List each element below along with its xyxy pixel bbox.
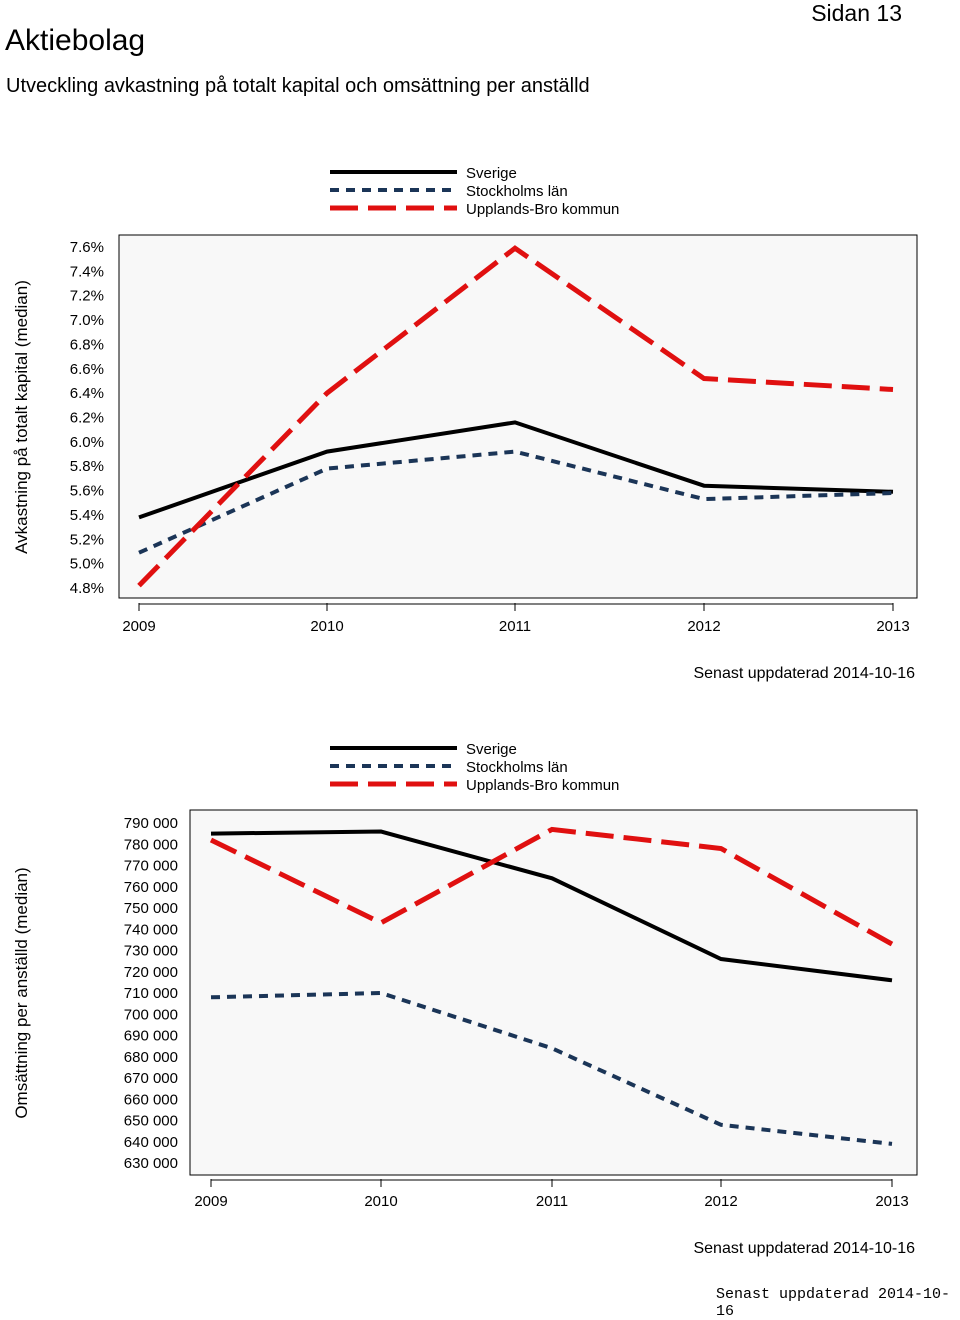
y-tick-label: 7.2% <box>70 288 104 305</box>
y-tick-label: 650 000 <box>124 1113 178 1130</box>
return-on-capital-chart: Sverige Stockholms län Upplands-Bro komm… <box>12 165 918 682</box>
revenue-per-employee-chart: Sverige Stockholms län Upplands-Bro komm… <box>12 741 918 1257</box>
legend: Sverige Stockholms län Upplands-Bro komm… <box>330 165 619 218</box>
y-tick-label: 640 000 <box>124 1134 178 1151</box>
y-tick-label: 5.6% <box>70 483 104 500</box>
y-tick-label: 6.6% <box>70 361 104 378</box>
series-line-upplands-bro-kommun <box>209 826 894 947</box>
legend-label-sverige: Sverige <box>466 165 517 182</box>
y-tick-label: 710 000 <box>124 985 178 1002</box>
y-tick-label: 6.2% <box>70 410 104 427</box>
x-tick-label: 2013 <box>875 1193 908 1210</box>
series-line-sverige <box>210 829 893 983</box>
series-line-stockholms-l-n <box>210 990 893 1146</box>
x-tick-label: 2013 <box>876 618 909 635</box>
series-lines <box>137 245 894 588</box>
y-tick-label: 720 000 <box>124 964 178 981</box>
y-tick-label: 5.4% <box>70 507 104 524</box>
y-axis-label: Avkastning på totalt kapital (median) <box>12 280 31 554</box>
y-tick-label: 660 000 <box>124 1091 178 1108</box>
legend: Sverige Stockholms län Upplands-Bro komm… <box>330 741 619 794</box>
y-tick-label: 5.8% <box>70 458 104 475</box>
legend-label-stockholm: Stockholms län <box>466 183 568 200</box>
legend-label-sverige: Sverige <box>466 741 517 758</box>
y-tick-label: 780 000 <box>124 836 178 853</box>
series-lines <box>209 826 894 1146</box>
updated-note: Senast uppdaterad 2014-10-16 <box>693 665 915 682</box>
y-tick-label: 5.0% <box>70 556 104 573</box>
x-tick-label: 2010 <box>364 1193 397 1210</box>
x-axis: 2009 2010 2011 2012 2013 <box>194 1179 909 1210</box>
page-subtitle: Utveckling avkastning på totalt kapital … <box>6 75 590 97</box>
page-number: Sidan 13 <box>811 0 902 26</box>
x-tick-label: 2012 <box>704 1193 737 1210</box>
y-tick-label: 6.4% <box>70 385 104 402</box>
y-tick-label: 700 000 <box>124 1006 178 1023</box>
legend-label-upplandsbro: Upplands-Bro kommun <box>466 201 619 218</box>
y-tick-label: 770 000 <box>124 858 178 875</box>
y-tick-label: 6.0% <box>70 434 104 451</box>
legend-label-upplandsbro: Upplands-Bro kommun <box>466 777 619 794</box>
plot-area <box>189 809 918 1176</box>
y-ticks: 630 000 640 000 650 000 660 000 670 000 680 0… <box>124 815 178 1172</box>
x-tick-label: 2010 <box>310 618 343 635</box>
x-tick-label: 2012 <box>687 618 720 635</box>
y-tick-label: 750 000 <box>124 900 178 917</box>
x-axis: 2009 2010 2011 2012 2013 <box>122 603 910 635</box>
x-tick-label: 2011 <box>536 1193 568 1210</box>
page-title: Aktiebolag <box>5 24 146 57</box>
y-axis-label: Omsättning per anställd (median) <box>12 867 31 1118</box>
y-tick-label: 670 000 <box>124 1070 178 1087</box>
legend-label-stockholm: Stockholms län <box>466 759 568 776</box>
series-line-sverige <box>138 420 894 520</box>
y-tick-label: 7.6% <box>70 239 104 256</box>
y-tick-label: 7.4% <box>70 263 104 280</box>
y-tick-label: 4.8% <box>70 580 104 597</box>
plot-area <box>118 234 918 599</box>
y-tick-label: 760 000 <box>124 879 178 896</box>
x-tick-label: 2009 <box>194 1193 227 1210</box>
y-tick-label: 6.8% <box>70 336 104 353</box>
footer-updated: Senast uppdaterad 2014-10-16 <box>716 1286 951 1320</box>
y-tick-label: 740 000 <box>124 921 178 938</box>
y-tick-label: 7.0% <box>70 312 104 329</box>
y-tick-label: 790 000 <box>124 815 178 832</box>
x-tick-label: 2009 <box>122 618 155 635</box>
y-ticks: 4.8% 5.0% 5.2% 5.4% 5.6% 5.8% 6.0% 6.2% 6.4% 6.6%… <box>70 239 104 597</box>
y-tick-label: 630 000 <box>124 1155 178 1172</box>
x-tick-label: 2011 <box>499 618 531 635</box>
series-line-upplands-bro-kommun <box>137 245 894 588</box>
updated-note: Senast uppdaterad 2014-10-16 <box>693 1240 915 1257</box>
y-tick-label: 690 000 <box>124 1028 178 1045</box>
y-tick-label: 5.2% <box>70 531 104 548</box>
y-tick-label: 680 000 <box>124 1049 178 1066</box>
y-tick-label: 730 000 <box>124 943 178 960</box>
